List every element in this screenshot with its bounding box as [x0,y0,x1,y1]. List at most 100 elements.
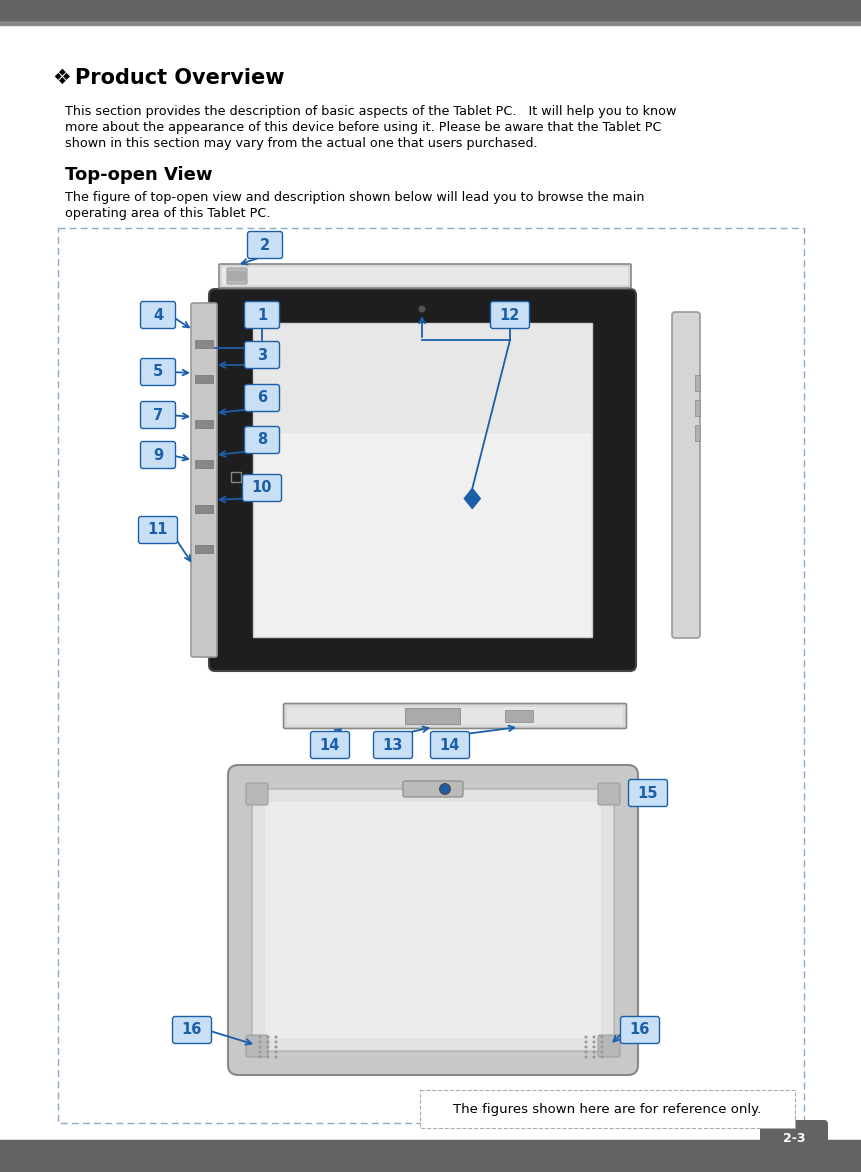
Circle shape [266,1056,269,1058]
Text: The figure of top-open view and description shown below will lead you to browse : The figure of top-open view and descript… [65,191,644,204]
Text: 16: 16 [629,1022,649,1037]
Text: more about the appearance of this device before using it. Please be aware that t: more about the appearance of this device… [65,122,660,135]
FancyBboxPatch shape [245,1035,268,1057]
Text: 4: 4 [152,307,163,322]
Bar [419,1090,794,1127]
Circle shape [258,1050,261,1054]
Circle shape [600,1050,603,1054]
FancyBboxPatch shape [245,427,279,454]
Circle shape [584,1036,587,1038]
Text: 15: 15 [637,785,658,800]
Circle shape [274,1045,277,1049]
FancyBboxPatch shape [139,517,177,544]
FancyBboxPatch shape [228,765,637,1075]
FancyBboxPatch shape [245,301,279,328]
Bar [195,420,213,428]
Text: 13: 13 [382,737,403,752]
Text: 7: 7 [152,408,163,422]
Bar [694,375,699,391]
Circle shape [600,1056,603,1058]
FancyBboxPatch shape [672,312,699,638]
Circle shape [274,1050,277,1054]
Text: 12: 12 [499,307,519,322]
FancyBboxPatch shape [140,402,176,429]
Circle shape [584,1050,587,1054]
FancyBboxPatch shape [226,268,247,284]
FancyBboxPatch shape [140,359,176,386]
Bar [58,229,803,1123]
FancyBboxPatch shape [598,1035,619,1057]
Text: Product Overview: Product Overview [75,68,284,88]
FancyBboxPatch shape [172,1016,211,1043]
Circle shape [600,1045,603,1049]
Bar [195,375,213,383]
Bar [0,20,861,25]
Polygon shape [464,489,480,509]
Circle shape [418,306,425,313]
FancyBboxPatch shape [140,301,176,328]
Circle shape [441,785,449,793]
Bar [505,710,532,722]
Circle shape [266,1036,269,1038]
FancyBboxPatch shape [310,731,349,758]
Bar [222,267,628,285]
FancyBboxPatch shape [373,731,412,758]
FancyBboxPatch shape [208,289,635,672]
FancyBboxPatch shape [191,304,217,657]
Circle shape [274,1056,277,1058]
Circle shape [592,1050,595,1054]
Circle shape [592,1045,595,1049]
Bar [694,400,699,416]
Circle shape [584,1041,587,1043]
FancyBboxPatch shape [140,442,176,469]
Circle shape [592,1041,595,1043]
FancyBboxPatch shape [245,783,268,805]
Bar [287,707,623,725]
Text: 14: 14 [439,737,460,752]
Bar [0,0,861,20]
Circle shape [274,1036,277,1038]
Circle shape [266,1050,269,1054]
FancyBboxPatch shape [245,384,279,411]
Text: 5: 5 [152,364,163,380]
Circle shape [592,1056,595,1058]
Text: 6: 6 [257,390,267,406]
FancyBboxPatch shape [247,232,282,259]
Text: ❖: ❖ [52,68,71,88]
Bar [228,271,245,281]
Circle shape [600,1041,603,1043]
Circle shape [258,1045,261,1049]
FancyBboxPatch shape [620,1016,659,1043]
Bar [0,1140,861,1172]
Bar [195,340,213,348]
Text: 3: 3 [257,348,267,362]
Circle shape [258,1056,261,1058]
FancyBboxPatch shape [403,781,462,797]
Text: 8: 8 [257,432,267,448]
FancyBboxPatch shape [283,703,626,729]
Text: 10: 10 [251,481,272,496]
FancyBboxPatch shape [219,264,630,288]
Circle shape [584,1045,587,1049]
Text: Top-open View: Top-open View [65,166,213,184]
Circle shape [266,1045,269,1049]
Circle shape [258,1036,261,1038]
Text: 2: 2 [260,238,269,252]
FancyBboxPatch shape [598,783,619,805]
Bar [253,323,592,638]
Text: operating area of this Tablet PC.: operating area of this Tablet PC. [65,207,270,220]
FancyBboxPatch shape [245,341,279,368]
Circle shape [439,784,450,795]
FancyBboxPatch shape [264,802,600,1038]
Text: 16: 16 [182,1022,202,1037]
Circle shape [584,1056,587,1058]
Bar [405,708,460,724]
Bar [195,545,213,553]
FancyBboxPatch shape [242,475,282,502]
Text: This section provides the description of basic aspects of the Tablet PC.   It wi: This section provides the description of… [65,105,676,118]
Bar [694,425,699,441]
Circle shape [266,1041,269,1043]
FancyBboxPatch shape [490,301,529,328]
Text: 9: 9 [152,448,163,463]
Bar [195,505,213,513]
